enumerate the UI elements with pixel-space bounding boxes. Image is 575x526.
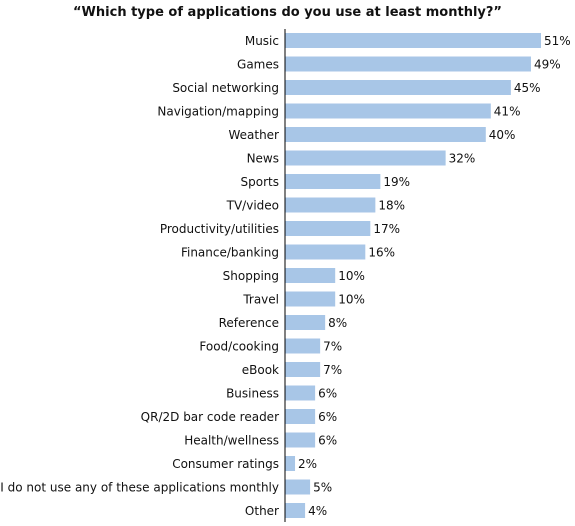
bar bbox=[285, 103, 491, 119]
value-label: 5% bbox=[313, 481, 332, 495]
value-label: 45% bbox=[514, 81, 541, 95]
value-label: 6% bbox=[318, 410, 337, 424]
category-label: Sports bbox=[241, 175, 279, 189]
bar bbox=[285, 385, 316, 401]
bar bbox=[285, 315, 326, 330]
chart-title: “Which type of applications do you use a… bbox=[73, 5, 502, 20]
bar bbox=[285, 150, 446, 166]
category-label: Other bbox=[245, 504, 279, 518]
bar bbox=[285, 127, 486, 142]
category-label: Shopping bbox=[223, 269, 279, 283]
bar bbox=[285, 503, 306, 518]
category-label: eBook bbox=[242, 363, 279, 377]
bar bbox=[285, 432, 316, 448]
category-label: Social networking bbox=[172, 81, 279, 95]
value-label: 18% bbox=[378, 199, 405, 213]
value-label: 4% bbox=[308, 504, 327, 518]
bar bbox=[285, 221, 371, 236]
value-label: 41% bbox=[494, 105, 521, 119]
bar bbox=[285, 338, 321, 354]
value-label: 8% bbox=[328, 316, 347, 330]
category-label: Consumer ratings bbox=[172, 457, 279, 471]
value-label: 49% bbox=[534, 58, 561, 72]
value-label: 6% bbox=[318, 387, 337, 401]
category-label: Productivity/utilities bbox=[160, 222, 279, 236]
bar bbox=[285, 197, 376, 213]
category-label: Food/cooking bbox=[199, 340, 279, 354]
value-label: 10% bbox=[338, 293, 365, 307]
value-label: 7% bbox=[323, 363, 342, 377]
value-label: 19% bbox=[383, 175, 410, 189]
category-label: Business bbox=[226, 387, 279, 401]
value-label: 17% bbox=[373, 222, 400, 236]
bar bbox=[285, 33, 541, 48]
bar bbox=[285, 80, 511, 95]
category-label: TV/video bbox=[226, 199, 279, 213]
category-label: Finance/banking bbox=[181, 246, 279, 260]
category-label: Health/wellness bbox=[184, 434, 279, 448]
bar bbox=[285, 409, 316, 424]
value-label: 2% bbox=[298, 457, 317, 471]
bar bbox=[285, 244, 366, 260]
bar bbox=[285, 291, 336, 307]
category-label: News bbox=[247, 152, 279, 166]
category-label: Reference bbox=[219, 316, 279, 330]
value-label: 7% bbox=[323, 340, 342, 354]
category-label: QR/2D bar code reader bbox=[141, 410, 279, 424]
value-label: 40% bbox=[489, 128, 516, 142]
value-label: 16% bbox=[368, 246, 395, 260]
bar bbox=[285, 362, 321, 377]
category-label: Travel bbox=[242, 293, 279, 307]
category-label: Navigation/mapping bbox=[157, 105, 279, 119]
category-label: Games bbox=[237, 58, 279, 72]
category-label: I do not use any of these applications m… bbox=[0, 481, 279, 495]
bar bbox=[285, 479, 311, 495]
bar bbox=[285, 456, 296, 471]
value-label: 51% bbox=[544, 34, 571, 48]
value-label: 6% bbox=[318, 434, 337, 448]
bar bbox=[285, 268, 336, 283]
value-label: 32% bbox=[449, 152, 476, 166]
bar bbox=[285, 56, 531, 72]
bars-group: Music 51% Games 49% Social networking 45% Navi… bbox=[0, 33, 571, 518]
bar bbox=[285, 174, 381, 189]
category-label: Weather bbox=[228, 128, 279, 142]
value-label: 10% bbox=[338, 269, 365, 283]
category-label: Music bbox=[245, 34, 279, 48]
